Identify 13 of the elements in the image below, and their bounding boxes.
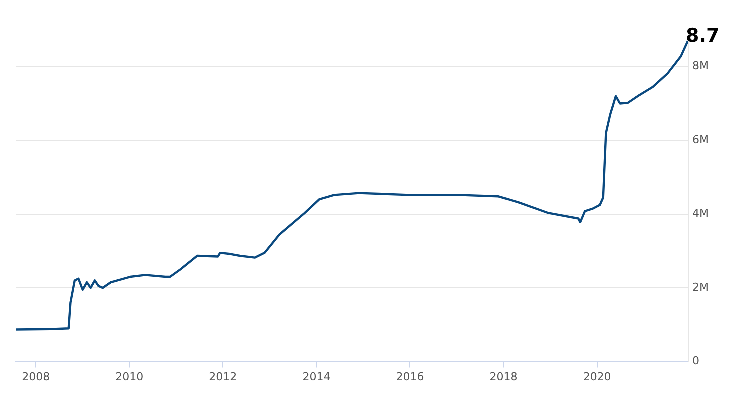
x-tick-label: 2018: [490, 370, 518, 384]
y-tick-label: 2M: [692, 280, 710, 294]
x-tick-label: 2016: [396, 370, 424, 384]
annotation: 8.7: [686, 25, 720, 47]
y-tick-label: 6M: [692, 133, 710, 146]
x-tick-label: 2008: [22, 370, 50, 384]
y-tick-label: 0: [692, 354, 700, 368]
x-tick-label: 2012: [209, 370, 238, 384]
x-tick-label: 2014: [302, 370, 331, 384]
x-tick-label: 2010: [116, 370, 144, 384]
y-tick-label: 8M: [692, 60, 710, 73]
y-tick-label: 4M: [692, 207, 710, 220]
x-tick-label: 2020: [583, 370, 612, 384]
